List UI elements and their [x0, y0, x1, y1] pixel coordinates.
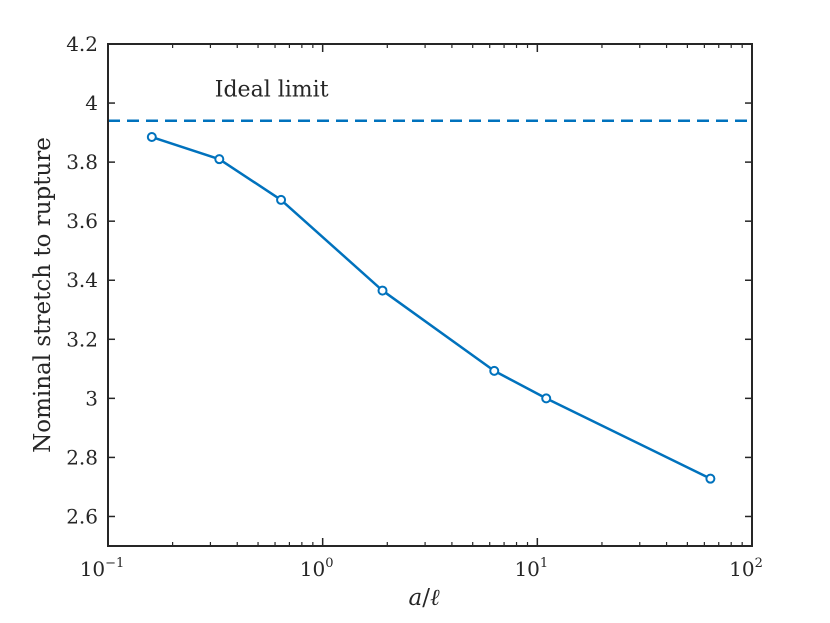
data-point	[541, 393, 552, 404]
data-point	[214, 154, 225, 165]
y-tick-label: 3	[85, 386, 98, 410]
x-axis-title-slash: /	[422, 585, 430, 611]
data-point	[276, 194, 287, 205]
x-tick-exponent: 0	[325, 556, 333, 571]
x-tick-label: 100	[300, 556, 334, 581]
x-axis-ticks: 10−1 100 101 102	[80, 44, 763, 581]
x-axis-title-a: a	[408, 585, 422, 611]
x-tick-base: 10	[80, 557, 105, 581]
x-tick-label: 101	[514, 556, 548, 581]
x-tick-base: 10	[729, 557, 754, 581]
x-tick-base: 10	[514, 557, 539, 581]
y-axis-ticks: 2.6 2.8 3 3.2 3.4 3.6 3.8 4 4.2	[66, 32, 752, 528]
series-line	[151, 135, 711, 480]
x-tick-exponent: 1	[540, 556, 548, 571]
x-tick-label: 10−1	[80, 556, 125, 581]
y-tick-label: 2.6	[66, 504, 98, 528]
y-tick-label: 3.4	[66, 268, 98, 292]
y-tick-label: 3.8	[66, 150, 98, 174]
y-tick-label: 4.2	[66, 32, 98, 56]
x-tick-base: 10	[300, 557, 325, 581]
y-tick-label: 4	[85, 91, 98, 115]
x-tick-exponent: −1	[105, 556, 124, 571]
x-tick-label: 102	[729, 556, 763, 581]
y-tick-label: 3.2	[66, 327, 98, 351]
data-point	[146, 132, 157, 143]
x-axis-title-l: ℓ	[430, 585, 440, 611]
annotation-ideal-limit: Ideal limit	[215, 77, 329, 102]
series-markers	[146, 132, 716, 484]
data-point	[489, 365, 500, 376]
x-tick-exponent: 2	[755, 556, 763, 571]
data-point	[377, 285, 388, 296]
x-axis-title: a/ℓ	[408, 585, 439, 611]
axes-box	[107, 43, 753, 547]
data-point	[705, 473, 716, 484]
y-tick-label: 3.6	[66, 209, 98, 233]
y-axis-title: Nominal stretch to rupture	[30, 137, 56, 453]
y-tick-label: 2.8	[66, 445, 98, 469]
